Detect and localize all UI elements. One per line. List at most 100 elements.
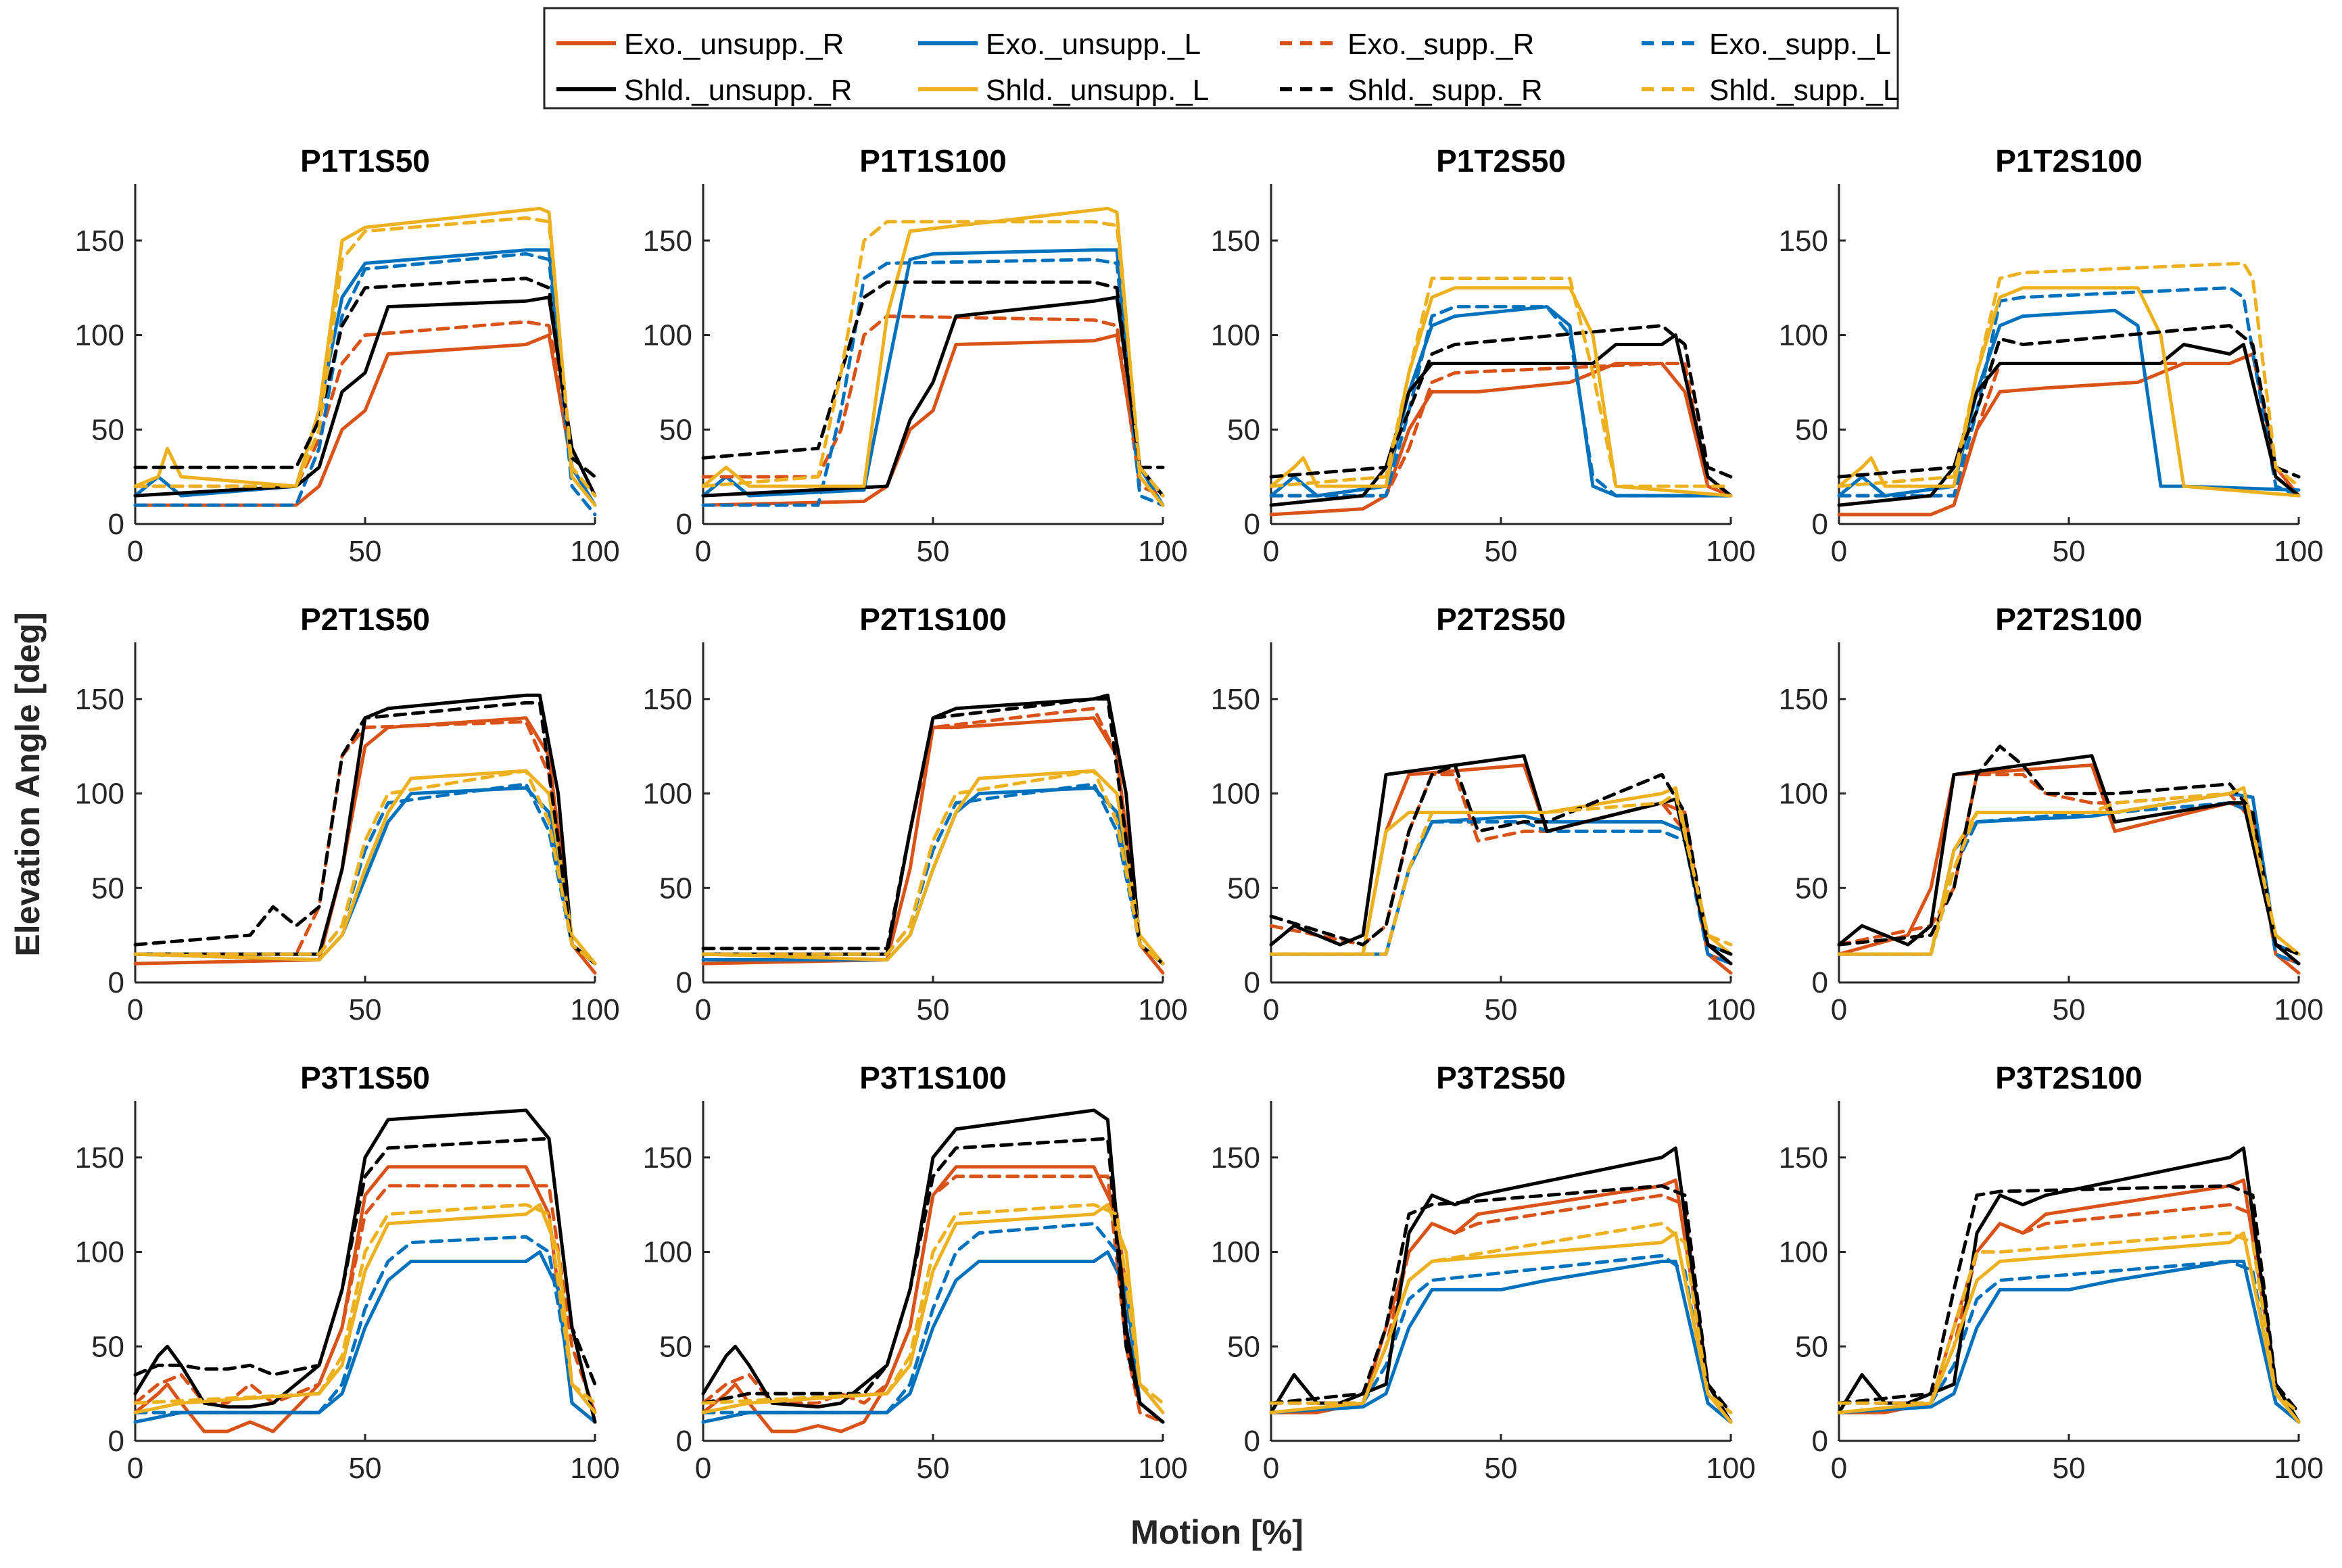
series-line-shld-unsupp-r bbox=[133, 693, 597, 966]
series-line-exo-supp-l bbox=[133, 252, 597, 517]
series-line-exo-unsupp-r bbox=[133, 333, 597, 507]
y-tick-label: 50 bbox=[1227, 872, 1260, 905]
x-tick-label: 0 bbox=[127, 993, 143, 1026]
panel-title: P3T2S50 bbox=[1436, 1060, 1566, 1095]
series-line-shld-unsupp-l bbox=[133, 769, 597, 966]
y-tick-label: 0 bbox=[1812, 508, 1828, 541]
series-line-shld-unsupp-l bbox=[701, 769, 1165, 966]
x-tick-label: 50 bbox=[349, 993, 382, 1026]
y-tick-label: 150 bbox=[75, 224, 124, 258]
y-tick-label: 150 bbox=[75, 1141, 124, 1174]
series-line-exo-unsupp-l bbox=[1837, 1260, 2301, 1424]
panel-p3t2s50: P3T2S50 0 50 100 150 0 50 100 bbox=[1211, 1060, 1756, 1485]
panel-p3t2s100: P3T2S100 0 50 100 150 0 50 100 bbox=[1779, 1060, 2324, 1485]
y-tick-label: 50 bbox=[91, 413, 124, 446]
x-tick-label: 100 bbox=[1706, 535, 1755, 568]
y-tick-label: 0 bbox=[108, 966, 124, 999]
x-tick-label: 100 bbox=[1706, 1452, 1755, 1485]
series-line-shld-supp-l bbox=[1269, 1222, 1733, 1415]
x-tick-label: 0 bbox=[695, 535, 711, 568]
y-tick-label: 0 bbox=[1244, 1425, 1260, 1458]
y-tick-label: 150 bbox=[643, 1141, 692, 1174]
legend-entry-shld-supp-r: Shld._supp._R bbox=[1280, 74, 1543, 107]
panel-p2t1s50: P2T1S50 0 50 100 150 0 50 100 bbox=[75, 602, 620, 1026]
series-line-shld-unsupp-r bbox=[701, 295, 1165, 498]
y-tick-label: 150 bbox=[1211, 224, 1260, 258]
panel-p3t1s100: P3T1S100 0 50 100 150 0 50 100 bbox=[643, 1060, 1188, 1485]
legend-entry-exo-unsupp-r: Exo._unsupp._R bbox=[556, 28, 844, 61]
series-line-shld-unsupp-r bbox=[1269, 333, 1733, 507]
y-tick-label: 0 bbox=[1244, 508, 1260, 541]
series-line-shld-supp-l bbox=[701, 1203, 1165, 1405]
legend-entry-shld-unsupp-l: Shld._unsupp._L bbox=[918, 74, 1209, 107]
x-tick-label: 50 bbox=[1485, 1452, 1518, 1485]
series-line-exo-supp-r bbox=[133, 1184, 597, 1415]
panel-p3t1s50: P3T1S50 0 50 100 150 0 50 100 bbox=[75, 1060, 620, 1485]
series-line-exo-supp-l bbox=[701, 1222, 1165, 1415]
series-line-shld-supp-l bbox=[1837, 1231, 2301, 1415]
panel-title: P3T2S100 bbox=[1995, 1060, 2142, 1095]
x-axis-label: Motion [%] bbox=[1130, 1513, 1303, 1551]
series-line-shld-supp-l bbox=[133, 769, 597, 966]
series-line-shld-supp-r bbox=[1837, 324, 2301, 479]
x-tick-label: 100 bbox=[1138, 1452, 1187, 1485]
panel-title: P3T1S50 bbox=[300, 1060, 430, 1095]
legend-entry-exo-supp-r: Exo._supp._R bbox=[1280, 28, 1534, 61]
legend-entry-shld-supp-l: Shld._supp._L bbox=[1642, 74, 1899, 107]
panel-p1t2s50: P1T2S50 0 50 100 150 0 50 100 bbox=[1211, 143, 1756, 568]
legend-label: Shld._supp._L bbox=[1709, 74, 1899, 107]
series-line-shld-supp-l bbox=[701, 220, 1165, 498]
x-tick-label: 50 bbox=[2053, 1452, 2086, 1485]
panel-title: P1T1S50 bbox=[300, 143, 430, 179]
legend: Exo._unsupp._R Exo._unsupp._L Exo._supp._R… bbox=[543, 7, 1899, 110]
panel-title: P2T2S100 bbox=[1995, 602, 2142, 637]
series-line-exo-supp-r bbox=[133, 320, 597, 498]
series-line-shld-supp-r bbox=[1837, 744, 2301, 956]
x-tick-label: 0 bbox=[1263, 993, 1279, 1026]
legend-label: Exo._unsupp._R bbox=[624, 28, 844, 61]
series-line-exo-supp-r bbox=[701, 1174, 1165, 1424]
panel-title: P2T2S50 bbox=[1436, 602, 1566, 637]
legend-label: Shld._unsupp._L bbox=[986, 74, 1209, 107]
legend-label: Exo._supp._R bbox=[1347, 28, 1534, 61]
panel-p2t1s100: P2T1S100 0 50 100 150 0 50 100 bbox=[643, 602, 1188, 1026]
x-tick-label: 0 bbox=[1831, 535, 1847, 568]
x-tick-label: 50 bbox=[2053, 993, 2086, 1026]
y-tick-label: 100 bbox=[643, 778, 692, 811]
y-tick-label: 100 bbox=[75, 778, 124, 811]
legend-entry-exo-unsupp-l: Exo._unsupp._L bbox=[918, 28, 1201, 61]
x-tick-label: 50 bbox=[349, 535, 382, 568]
series-line-shld-supp-l bbox=[133, 1203, 597, 1405]
y-tick-label: 50 bbox=[1795, 1330, 1828, 1363]
legend-label: Shld._unsupp._R bbox=[624, 74, 853, 107]
x-tick-label: 50 bbox=[917, 993, 950, 1026]
y-tick-label: 100 bbox=[643, 319, 692, 352]
y-tick-label: 50 bbox=[1227, 413, 1260, 446]
series-line-shld-supp-r bbox=[1269, 324, 1733, 479]
legend-entry-exo-supp-l: Exo._supp._L bbox=[1642, 28, 1891, 61]
y-tick-label: 50 bbox=[659, 1330, 692, 1363]
series-line-exo-supp-l bbox=[1837, 1260, 2301, 1424]
x-tick-label: 0 bbox=[127, 1452, 143, 1485]
series-line-shld-supp-l bbox=[1269, 792, 1733, 956]
y-tick-label: 100 bbox=[1779, 1236, 1828, 1269]
series-line-exo-supp-r bbox=[1269, 773, 1733, 966]
y-tick-label: 100 bbox=[75, 319, 124, 352]
panel-title: P1T2S50 bbox=[1436, 143, 1566, 179]
y-tick-label: 50 bbox=[1795, 413, 1828, 446]
series-line-shld-supp-r bbox=[701, 697, 1165, 966]
x-tick-label: 50 bbox=[1485, 993, 1518, 1026]
y-tick-label: 150 bbox=[643, 683, 692, 716]
series-line-shld-unsupp-l bbox=[1269, 286, 1733, 498]
series-line-shld-supp-r bbox=[701, 1137, 1165, 1424]
panels: P1T1S50 0 50 100 150 0 50 100 P1T1S100 0 50 100 150 0… bbox=[75, 143, 2324, 1485]
x-tick-label: 0 bbox=[1831, 993, 1847, 1026]
legend-label: Exo._supp._L bbox=[1709, 28, 1891, 61]
panel-p1t2s100: P1T2S100 0 50 100 150 0 50 100 bbox=[1779, 143, 2324, 568]
y-axis-label: Elevation Angle [deg] bbox=[9, 612, 47, 956]
series-line-shld-unsupp-l bbox=[1837, 1231, 2301, 1424]
y-tick-label: 100 bbox=[1211, 319, 1260, 352]
x-tick-label: 50 bbox=[349, 1452, 382, 1485]
y-tick-label: 0 bbox=[1812, 1425, 1828, 1458]
x-tick-label: 0 bbox=[1263, 535, 1279, 568]
